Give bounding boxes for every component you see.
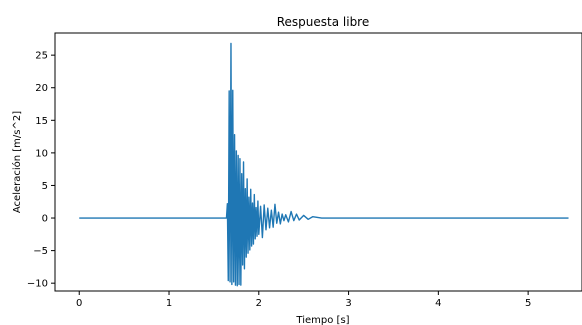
y-tick-label: −5 bbox=[33, 246, 48, 257]
y-tick-label: 10 bbox=[35, 148, 48, 159]
y-axis-title: Aceleración [m/s^2] bbox=[11, 111, 23, 213]
y-tick-label: 0 bbox=[42, 214, 48, 225]
y-axis: −10 −5 0 5 10 15 20 25 bbox=[27, 51, 55, 290]
series-line bbox=[79, 42, 569, 287]
x-axis: 0 1 2 3 4 5 bbox=[76, 291, 531, 309]
y-tick-label: −10 bbox=[27, 279, 48, 290]
y-tick-label: 5 bbox=[42, 181, 48, 192]
x-tick-label: 1 bbox=[166, 298, 172, 309]
y-tick-label: 20 bbox=[35, 83, 48, 94]
x-tick-label: 2 bbox=[256, 298, 262, 309]
y-tick-label: 15 bbox=[35, 116, 48, 127]
x-tick-label: 4 bbox=[435, 298, 441, 309]
x-tick-label: 0 bbox=[76, 298, 82, 309]
x-tick-label: 5 bbox=[525, 298, 531, 309]
x-tick-label: 3 bbox=[345, 298, 351, 309]
x-axis-title: Tiempo [s] bbox=[295, 315, 349, 325]
plot-area bbox=[54, 32, 582, 292]
y-tick-label: 25 bbox=[35, 51, 48, 62]
chart-title: Respuesta libre bbox=[277, 15, 370, 29]
